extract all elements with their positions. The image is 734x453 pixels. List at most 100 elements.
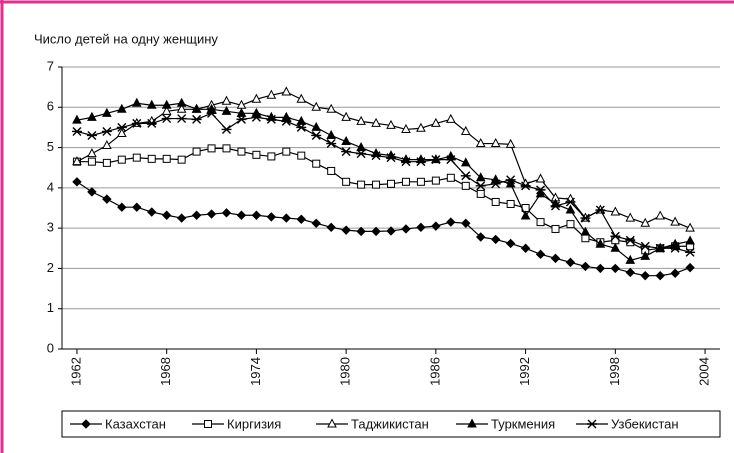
marker-shape [327,418,337,428]
marker [445,113,456,123]
marker-shape [146,99,157,109]
marker-shape [177,155,186,164]
marker [341,135,351,146]
marker-shape [460,157,471,167]
marker [71,126,82,136]
marker [640,217,651,227]
marker-shape [206,209,217,219]
marker [625,212,636,222]
marker [670,268,680,278]
marker-shape [595,205,606,215]
marker [356,142,366,152]
marker [162,154,171,163]
marker-shape [670,216,680,226]
marker-shape [132,202,142,212]
marker-shape [551,224,560,233]
marker-shape [326,103,337,113]
marker [207,144,216,153]
marker-shape [281,116,292,126]
marker-shape [476,232,486,242]
marker [266,89,277,99]
marker-shape [505,138,516,148]
marker [191,114,202,124]
marker-shape [401,224,411,234]
marker-shape [87,187,97,197]
marker-shape [207,144,216,153]
marker [431,221,441,231]
marker [490,137,501,148]
marker-shape [191,114,202,124]
marker [565,204,576,214]
marker [251,112,262,122]
marker [640,250,651,260]
marker [551,224,560,233]
marker-shape [221,208,232,218]
marker-shape [81,419,91,429]
marker [266,114,277,124]
marker [102,139,112,150]
marker [87,111,97,121]
marker [580,261,591,272]
marker [146,118,157,128]
marker-shape [341,135,351,146]
marker [326,222,336,233]
marker-shape [415,157,426,167]
marker [327,418,337,428]
marker [296,214,306,224]
marker-shape [490,137,501,148]
marker [475,172,486,182]
marker-shape [342,177,351,186]
marker [311,218,321,229]
marker-shape [204,420,212,428]
marker [132,202,142,212]
marker-shape [475,137,486,148]
marker-shape [566,220,575,229]
marker-shape [102,158,111,167]
marker-shape [535,173,546,183]
marker-shape [131,118,142,128]
marker-shape [101,126,112,136]
marker-shape [476,189,485,198]
marker-shape [386,119,396,129]
marker-shape [161,105,172,115]
marker-shape [610,242,621,252]
legend-box [61,410,721,438]
marker [116,103,127,113]
marker-shape [296,93,307,103]
marker-shape [116,127,127,137]
legend-label: Таджикистан [351,416,429,431]
marker-shape [191,210,202,220]
marker [520,210,531,220]
marker-shape [431,176,440,185]
marker-shape [655,243,666,253]
marker-shape [296,122,307,132]
marker [445,155,456,165]
marker-shape [132,153,141,162]
marker [460,157,471,167]
marker-shape [505,175,516,185]
marker [625,235,636,245]
marker [131,97,142,107]
marker-shape [311,121,322,131]
marker-shape [431,117,441,127]
marker-shape [685,235,695,245]
marker [535,173,546,183]
marker [311,101,322,111]
marker-shape [372,180,381,189]
marker-shape [461,181,470,190]
marker [236,107,247,117]
marker-shape [326,129,337,139]
marker [221,124,232,134]
marker [326,129,337,139]
marker-shape [251,93,262,103]
marker [491,197,500,206]
marker-shape [236,114,247,124]
marker [610,242,621,252]
marker [490,179,501,189]
marker-shape [311,101,322,111]
marker [206,209,217,219]
marker-shape [506,199,515,208]
marker [387,179,395,188]
marker-shape [685,222,695,232]
marker [86,130,97,140]
